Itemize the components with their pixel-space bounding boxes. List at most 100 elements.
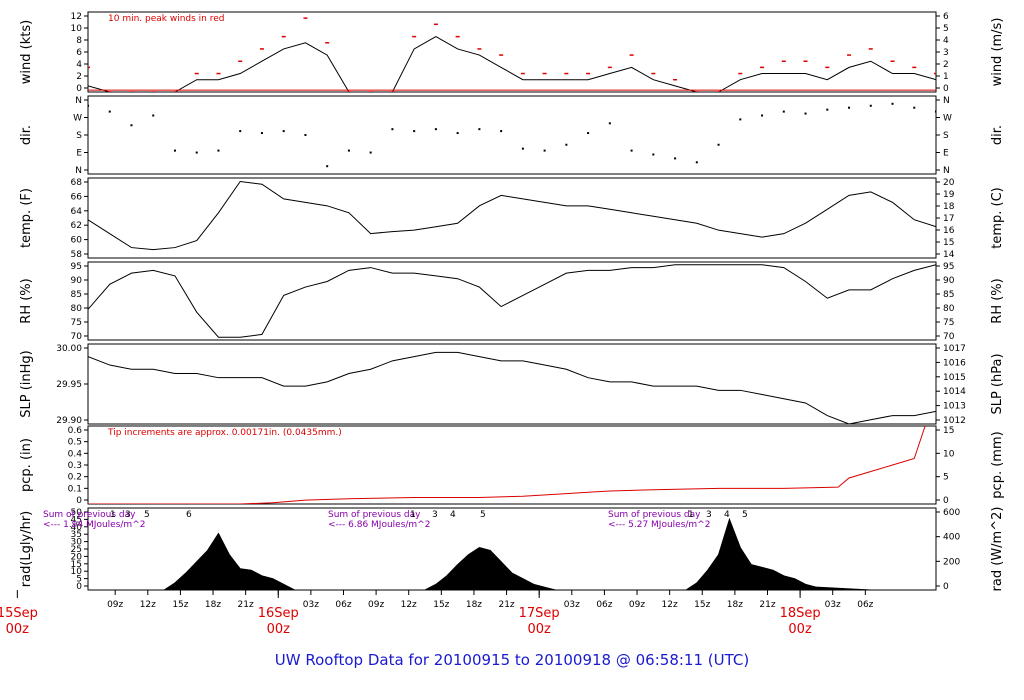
dir-point (195, 151, 198, 154)
hour-mark: 4 (724, 510, 730, 520)
time-tick-label: 12z (140, 600, 156, 610)
time-tick-label: 18z (466, 600, 482, 610)
tick-label-left: 58 (71, 250, 83, 260)
tick-label-left: 0 (76, 582, 82, 592)
tick-label-right: 0 (943, 84, 949, 94)
series-rad (88, 517, 936, 590)
dir-point (413, 130, 416, 133)
ylabel-left: RH (%) (19, 278, 34, 323)
tick-label-left: 0.3 (68, 461, 82, 471)
dir-point (891, 102, 894, 105)
tick-label-right: 5 (943, 24, 949, 34)
dir-point (152, 114, 155, 117)
tick-label-left: 2 (76, 72, 82, 82)
series-rh (88, 264, 936, 338)
tick-label-left: W (73, 114, 82, 124)
ylabel-right: pcp. (mm) (990, 431, 1005, 498)
tick-label-left: 45 (71, 515, 82, 525)
tick-label-right: 20 (943, 178, 955, 188)
panel-slp: SLP (inHg) SLP (hPa) 29.90 29.95 30.00 1012 10… (19, 343, 1005, 426)
series-pcp (88, 426, 926, 504)
tick-label-left: 30 (71, 538, 83, 548)
dir-point (282, 130, 285, 133)
tick-label-left: 30.00 (56, 344, 82, 354)
tick-label-right: 15 (943, 238, 954, 248)
dir-point (652, 153, 655, 156)
ylabel-left: SLP (inHg) (19, 350, 34, 418)
tick-label-left: 0.4 (68, 449, 83, 459)
tick-label-right: 10 (943, 449, 955, 459)
tick-label-left: 68 (71, 178, 83, 188)
tick-label-right: 0 (943, 582, 949, 592)
tick-label-left: 62 (71, 221, 82, 231)
time-tick-label: 03z (825, 600, 841, 610)
tick-label-right: 4 (943, 36, 949, 46)
tick-label-right: 1012 (943, 416, 966, 426)
panel-frame (87, 95, 937, 175)
tick-label-left: S (76, 131, 82, 141)
dir-point (239, 130, 242, 133)
tick-label-right: 18 (943, 202, 955, 212)
series-wind (88, 36, 936, 92)
tick-label-right: E (943, 149, 949, 159)
time-tick-label: 03z (564, 600, 580, 610)
dir-point (260, 132, 263, 135)
time-tick-label: 15z (433, 600, 449, 610)
dir-point (173, 149, 176, 152)
tick-label-left: 75 (71, 318, 82, 328)
tick-label-right: 90 (943, 276, 955, 286)
time-tick-label: 18z (727, 600, 743, 610)
plot-area (88, 264, 936, 338)
tick-label-left: N (75, 96, 82, 106)
dir-point (521, 147, 524, 150)
day-label-time: 00z (267, 622, 291, 637)
tick-label-right: 15 (943, 426, 954, 436)
plot-area (88, 426, 926, 504)
tick-label-left: 29.95 (56, 380, 82, 390)
dir-point (217, 149, 220, 152)
sum-note-title: Sum of previous day (328, 510, 421, 520)
tick-label-left: 6 (76, 48, 82, 58)
tick-label-left: 0.2 (68, 473, 82, 483)
tick-label-right: N (943, 166, 950, 176)
dir-point (565, 143, 568, 146)
dir-point (630, 149, 633, 152)
tick-label-left: 0 (76, 496, 82, 506)
tick-label-right: 1 (943, 72, 949, 82)
tick-label-right: 1014 (943, 387, 966, 397)
dir-point (326, 165, 329, 168)
dir-point (913, 106, 916, 109)
dir-point (500, 130, 503, 133)
sum-note-value: <--- 1.94 MJoules/m^2 (43, 520, 145, 530)
time-tick-label: 06z (596, 600, 612, 610)
tick-label-left: 29.90 (56, 416, 82, 426)
time-axis: 09z 12z 15z 18z 21z 03z 06z 09z 12z 15z 18z 21z 03z 0… (0, 590, 874, 637)
time-tick-label: 09z (368, 600, 384, 610)
panel-rh: RH (%) RH (%) 70 75 80 85 90 95 70 75 80 85 90 95 (19, 261, 1005, 342)
tick-label-right: 1013 (943, 402, 966, 412)
tick-label-right: 1015 (943, 373, 966, 383)
tick-label-left: N (75, 166, 82, 176)
tick-label-right: 19 (943, 190, 955, 200)
tick-label-right: 200 (943, 557, 960, 567)
tick-label-right: 1017 (943, 344, 966, 354)
tick-label-left: 0.6 (68, 426, 83, 436)
ylabel-right: RH (%) (990, 278, 1005, 323)
dir-point (739, 118, 742, 121)
time-tick-label: 06z (857, 600, 873, 610)
dir-point (369, 151, 372, 154)
plot-area (88, 517, 936, 590)
day-label: 18Sep (780, 606, 821, 621)
dir-point (695, 161, 698, 164)
day-label: 17Sep (519, 606, 560, 621)
tick-label-right: 80 (943, 304, 955, 314)
tick-label-left: 0.5 (68, 438, 82, 448)
time-tick-label: 15z (172, 600, 188, 610)
tick-label-left: 64 (71, 207, 83, 217)
hour-mark: 6 (186, 510, 192, 520)
dir-point (848, 106, 851, 109)
tick-label-right: 400 (943, 533, 960, 543)
tick-label-left: 10 (71, 567, 83, 577)
plot-area (88, 102, 936, 168)
